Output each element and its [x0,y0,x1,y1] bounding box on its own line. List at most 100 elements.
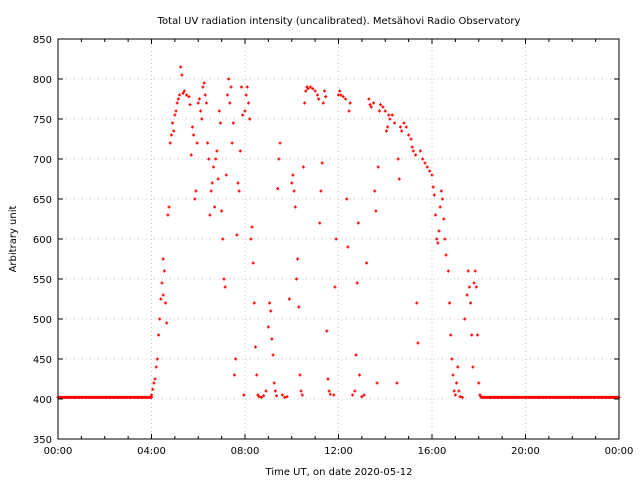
data-point [217,109,221,113]
data-point [175,101,179,105]
data-point [396,157,400,161]
data-point [161,293,165,297]
data-point [242,393,246,397]
data-point [474,285,478,289]
data-point [435,237,439,241]
data-point [460,395,464,399]
data-point [348,101,352,105]
data-point [228,101,232,105]
data-point [297,305,301,309]
data-point [458,395,462,399]
data-point [266,325,270,329]
data-point [414,153,418,157]
chart-title: Total UV radiation intensity (uncalibrat… [157,16,521,27]
data-point [277,157,281,161]
data-point [450,357,454,361]
data-point [416,341,420,345]
data-point [390,113,394,117]
data-point [178,93,182,97]
data-point [332,393,336,397]
data-point [151,387,155,391]
data-point [303,101,307,105]
data-point [210,181,214,185]
data-point [204,101,208,105]
data-point [451,373,455,377]
data-point [181,91,185,95]
data-point [428,169,432,173]
data-point [446,269,450,273]
data-point [222,277,226,281]
data-point [193,197,197,201]
data-point [262,394,266,398]
data-point [395,381,399,385]
data-point [270,337,274,341]
data-point [252,301,256,305]
y-tick-label: 650 [33,195,52,206]
y-axis-label: Arbitrary unit [8,206,19,273]
data-point [318,221,322,225]
data-point [280,393,284,397]
data-point [160,281,164,285]
data-point [216,177,220,181]
data-point [334,237,338,241]
data-point [393,121,397,125]
data-point [208,213,212,217]
data-point [152,381,156,385]
data-point [400,129,404,133]
data-point [362,393,366,397]
data-point [165,321,169,325]
data-point [311,87,315,91]
data-point [168,141,172,145]
data-point [465,293,469,297]
data-point [444,253,448,257]
data-point [421,157,425,161]
data-point [239,85,243,89]
x-tick-label: 12:00 [324,446,353,457]
data-point [313,89,317,93]
data-point [455,381,459,385]
data-point [215,149,219,153]
data-point [383,109,387,113]
y-tick-label: 500 [33,315,52,326]
data-point [188,103,192,107]
data-point [365,261,369,265]
data-point [376,165,380,169]
data-point [291,173,295,177]
data-point [245,85,249,89]
y-tick-label: 450 [33,355,52,366]
x-tick-label: 00:00 [605,446,634,457]
data-point [351,393,355,397]
data-point [173,113,177,117]
data-point [232,373,236,377]
data-point [250,225,254,229]
data-point [434,213,438,217]
data-point [472,281,476,285]
data-point [189,153,193,157]
y-tick-label: 350 [33,435,52,446]
data-point [368,103,372,107]
data-point [469,301,473,305]
data-point [247,101,251,105]
data-point [278,141,282,145]
data-point [176,97,180,101]
data-point [375,381,379,385]
data-point [373,189,377,193]
data-point [224,173,228,177]
data-point [423,161,427,165]
data-point [473,269,477,273]
data-point [269,309,273,313]
x-tick-label: 04:00 [137,446,166,457]
data-point [199,109,203,113]
data-point [441,197,445,201]
data-point [463,317,467,321]
data-points [56,65,621,399]
data-point [437,229,441,233]
data-point [273,389,277,393]
data-point [466,269,470,273]
data-point [174,109,178,113]
data-point [407,133,411,137]
data-point [158,317,162,321]
data-point [192,133,196,137]
data-point [341,95,345,99]
